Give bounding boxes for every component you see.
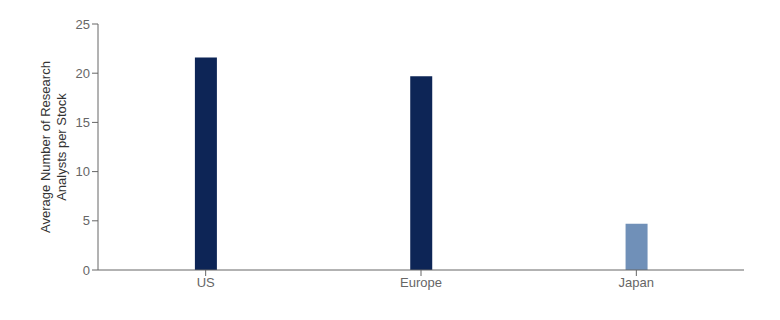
svg-text:0: 0 (83, 263, 90, 278)
svg-text:20: 20 (76, 66, 90, 81)
svg-text:5: 5 (83, 213, 90, 228)
svg-text:25: 25 (76, 17, 90, 32)
svg-text:Average Number of ResearchAnal: Average Number of ResearchAnalysts per S… (38, 61, 69, 233)
svg-text:Europe: Europe (400, 275, 442, 290)
svg-text:15: 15 (76, 115, 90, 130)
svg-text:US: US (197, 275, 215, 290)
svg-text:Japan: Japan (619, 275, 654, 290)
svg-text:10: 10 (76, 164, 90, 179)
